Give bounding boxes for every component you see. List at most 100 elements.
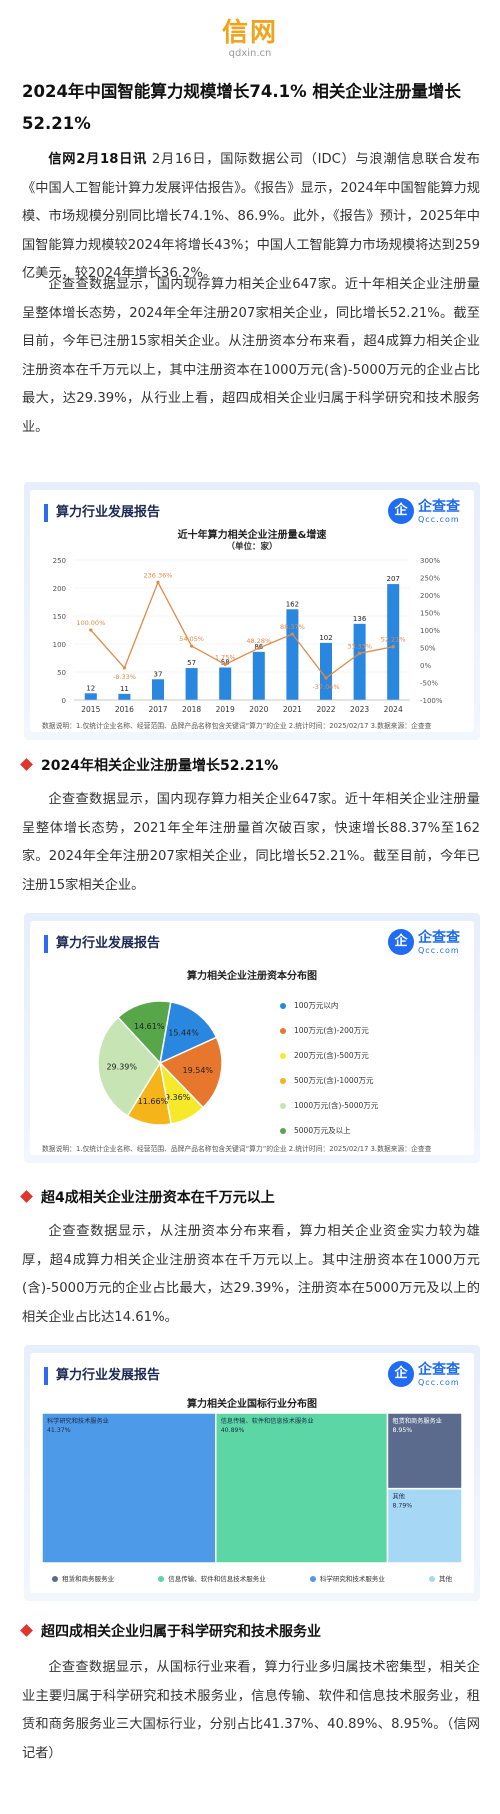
- y2-tick-label: 0%: [420, 662, 431, 670]
- legend-swatch: [52, 1576, 59, 1582]
- qcc-domain: Qcc.com: [418, 945, 460, 955]
- section-heading-1: 2024年相关企业注册量增长52.21%: [20, 756, 278, 776]
- registrations-chart: 0 50 100 150 200 250 300% 250% 200% 150% 100% 50% 0%…: [53, 557, 443, 714]
- diamond-bullet-icon: [20, 758, 33, 771]
- treemap-pct: 41.37%: [47, 1427, 71, 1434]
- qcc-name: 企查查: [418, 1361, 460, 1378]
- chart-1-footnote: 数据说明：1.仅统计企业名称、经营范围、品牌产品名称包含关键词“算力”的企业 2…: [42, 722, 432, 730]
- treemap-cell: [386, 1413, 462, 1490]
- growth-point: [290, 632, 294, 636]
- legend-swatch: [280, 1102, 286, 1109]
- treemap-pct: 8.79%: [392, 1503, 412, 1510]
- chart-card-registrations: 算力行业发展报告 企 企查查 Qcc.com 近十年算力相关企业注册量&增速 （…: [24, 482, 480, 740]
- bar-2019: [219, 667, 232, 700]
- site-logo[interactable]: 信网 qdxin.cn: [0, 18, 500, 60]
- legend-swatch: [280, 1077, 286, 1084]
- bar-2016: [118, 693, 131, 700]
- pie-legend-item: 100万元以内: [280, 993, 378, 1018]
- section-heading-2: 超4成相关企业注册资本在千万元以上: [20, 1188, 275, 1208]
- treemap-legend: 租赁和商务服务业 信息传输、软件和信息技术服务业 科学研究和技术服务业 其他: [30, 1573, 474, 1583]
- qcc-domain: Qcc.com: [418, 514, 460, 524]
- diamond-bullet-icon: [20, 1190, 33, 1203]
- y2-tick-label: 100%: [420, 627, 440, 635]
- bar-value-label: 207: [387, 575, 400, 583]
- growth-point: [89, 628, 93, 632]
- treemap-cell: [42, 1413, 217, 1563]
- pie-pct-label: 19.54%: [183, 1066, 214, 1075]
- paragraph-3: 企查查数据显示，国内现存算力相关企业647家。近十年相关企业注册量呈整体增长态势…: [22, 792, 480, 893]
- chart-3-title: 算力相关企业国标行业分布图: [187, 1399, 317, 1410]
- legend-swatch: [280, 1002, 286, 1009]
- x-tick-label: 2017: [148, 705, 167, 714]
- y-tick-label: 150: [53, 613, 66, 621]
- pie-pct-label: 29.39%: [106, 1063, 137, 1072]
- chart-card-industry: 算力行业发展报告 企 企查查 Qcc.com 算力相关企业国标行业分布图 科学研…: [24, 1345, 480, 1601]
- treemap-cell: [386, 1487, 462, 1563]
- bar-value-label: 58: [221, 659, 230, 667]
- pie-legend-item: 1000万元(含)-5000万元: [280, 1093, 378, 1118]
- qcc-name: 企查查: [418, 498, 460, 515]
- pie-legend-item: 200万元(含)-500万元: [280, 1043, 378, 1068]
- legend-label: 租赁和商务服务业: [62, 1575, 115, 1583]
- treemap-cell: [215, 1413, 389, 1563]
- legend-label: 500万元(含)-1000万元: [294, 1076, 374, 1085]
- article-title: 2024年中国智能算力规模增长74.1% 相关企业注册量增长52.21%: [22, 82, 461, 133]
- y-tick-label: 100: [53, 641, 66, 649]
- x-tick-label: 2023: [350, 705, 369, 714]
- growth-rate-label: 236.36%: [144, 571, 173, 579]
- chart-1-title: 近十年算力相关企业注册量&增速: [177, 530, 327, 541]
- qcc-logo: 企 企查查 Qcc.com: [388, 1361, 460, 1387]
- bar-2024: [387, 584, 400, 700]
- legend-swatch: [280, 1027, 286, 1034]
- treemap-legend-item: 科学研究和技术服务业: [309, 1573, 385, 1583]
- treemap-legend-item: 其他: [428, 1573, 452, 1583]
- qcc-mark-icon: 企: [388, 1361, 414, 1387]
- pie-legend-item: 500万元(含)-1000万元: [280, 1068, 378, 1093]
- y-tick-label: 250: [53, 557, 66, 565]
- growth-rate-label: 88.37%: [280, 623, 305, 631]
- y2-tick-label: 50%: [420, 645, 436, 653]
- pie-slice: [116, 1000, 172, 1065]
- growth-point: [190, 644, 194, 648]
- pie-pct-label: 15.44%: [168, 1029, 199, 1038]
- x-tick-label: 2019: [216, 705, 235, 714]
- qcc-mark-icon: 企: [388, 929, 414, 955]
- x-tick-label: 2021: [283, 705, 302, 714]
- bar-value-label: 37: [154, 670, 163, 678]
- legend-swatch: [309, 1576, 316, 1582]
- paragraph-2: 企查查数据显示，国内现存算力相关企业647家。近十年相关企业注册量呈整体增长态势…: [22, 277, 480, 435]
- pie-legend-item: 5000万元及以上: [280, 1118, 378, 1143]
- pie-pct-label: 14.61%: [134, 1022, 165, 1031]
- bar-2018: [185, 668, 198, 700]
- bar-2017: [152, 679, 164, 700]
- legend-swatch: [280, 1052, 286, 1059]
- pie-slice: [97, 1016, 161, 1117]
- section-heading-3: 超四成相关企业归属于科学研究和技术服务业: [20, 1622, 321, 1642]
- paragraph-1: 信网2月18日讯 2月16日，国际数据公司（IDC）与浪潮信息联合发布《中国人工…: [22, 146, 480, 289]
- growth-point: [122, 666, 126, 670]
- dateline: 信网2月18日讯: [48, 152, 147, 167]
- x-tick-label: 2016: [115, 705, 134, 714]
- legend-label: 信息传输、软件和信息技术服务业: [168, 1575, 266, 1583]
- x-tick-label: 2020: [249, 705, 268, 714]
- growth-rate-label: 33.33%: [347, 642, 372, 650]
- legend-label: 200万元(含)-500万元: [294, 1051, 369, 1060]
- y2-tick-label: 150%: [420, 610, 440, 618]
- y2-tick-label: -50%: [420, 680, 438, 688]
- bar-value-label: 102: [319, 634, 332, 642]
- growth-rate-label: 100.00%: [76, 619, 105, 627]
- growth-rate-label: -8.33%: [113, 673, 136, 681]
- pie-pct-label: 11.66%: [138, 1097, 169, 1106]
- diamond-bullet-icon: [20, 1624, 33, 1637]
- treemap-label: 租赁和商务服务业: [392, 1417, 442, 1425]
- report-badge: 算力行业发展报告: [44, 935, 160, 953]
- report-badge: 算力行业发展报告: [44, 504, 160, 522]
- bar-value-label: 12: [86, 684, 95, 692]
- chart-2-footnote: 数据说明：1.仅统计企业名称、经营范围、品牌产品名称包含关键词“算力”的企业 2…: [42, 1145, 432, 1153]
- growth-point: [391, 645, 395, 649]
- legend-label: 1000万元(含)-5000万元: [294, 1101, 379, 1110]
- qcc-mark-icon: 企: [388, 498, 414, 524]
- y2-tick-label: 200%: [420, 592, 440, 600]
- y2-tick-label: 300%: [420, 557, 440, 565]
- y2-tick-label: -100%: [420, 697, 443, 705]
